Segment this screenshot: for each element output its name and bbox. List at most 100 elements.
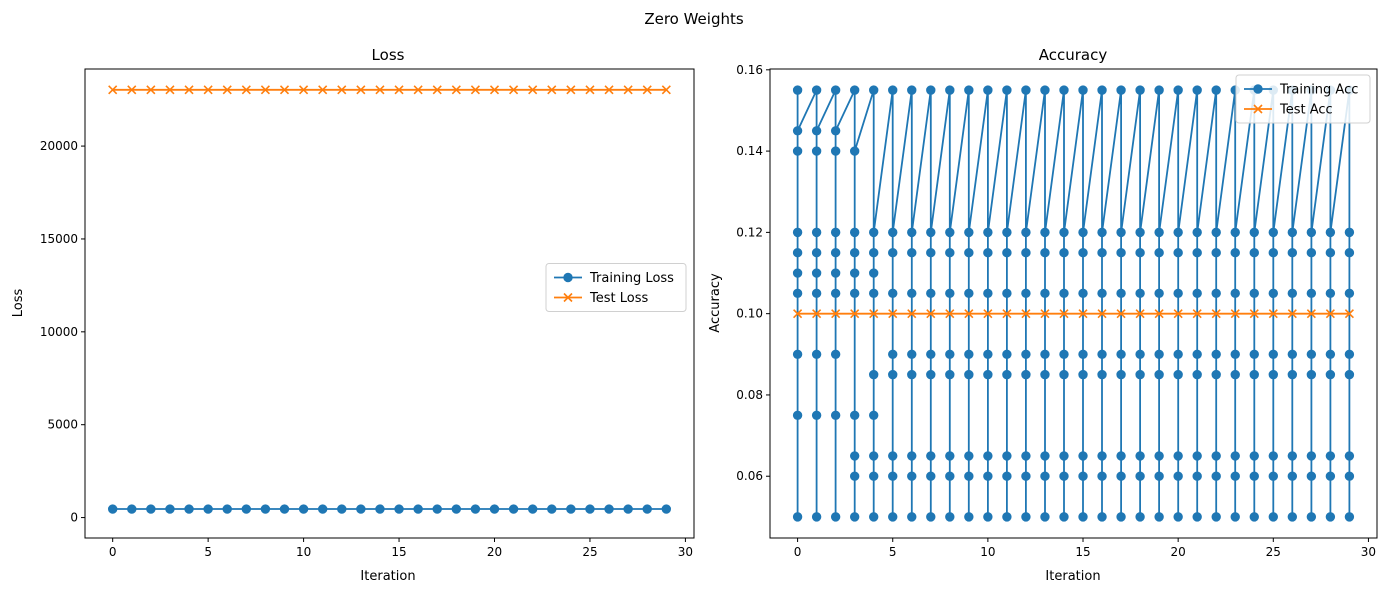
accuracy-data-point [1097,512,1107,522]
accuracy-data-point [1325,349,1336,360]
accuracy-data-point [811,512,822,522]
accuracy-data-point [1287,349,1298,360]
accuracy-data-point [1002,369,1012,380]
accuracy-data-point [926,369,936,380]
accuracy-data-point [1192,349,1202,360]
accuracy-data-point [1002,227,1012,238]
accuracy-data-point [811,126,822,136]
accuracy-data-point [1116,85,1126,95]
loss-chart: 0 5 10 15 20 25 30 0 5000 10000 15000 20000 Training… [11,46,695,584]
accuracy-data-point [1116,471,1126,481]
accuracy-data-point [1097,247,1107,258]
accuracy-data-point [888,471,898,481]
accuracy-data-point [983,288,993,299]
accuracy-data-point [849,146,860,156]
accuracy-data-point [1078,369,1088,380]
accuracy-data-point [811,349,822,360]
loss-data-point [298,504,309,514]
accuracy-data-point [1230,369,1240,380]
loss-data-point [623,85,633,95]
loss-data-point [623,504,633,514]
loss-legend-box [545,263,687,312]
accuracy-data-point [1344,309,1354,319]
accuracy-data-point [1306,369,1317,380]
accuracy-data-point [1059,451,1069,461]
accuracy-data-point [1173,451,1183,461]
accuracy-data-point [945,349,955,360]
accuracy-data-point [849,451,860,461]
accuracy-data-point [792,227,803,238]
accuracy-data-point [907,288,917,299]
loss-data-point [547,504,557,514]
loss-data-point [184,504,194,514]
loss-series-test [108,85,671,95]
loss-data-point [489,504,500,514]
accuracy-data-point [1287,471,1298,481]
accuracy-data-point [1135,309,1145,319]
accuracy-data-point [964,451,974,461]
accuracy-data-point [792,85,803,95]
accuracy-data-point [869,369,879,380]
accuracy-data-point [926,247,936,258]
accuracy-data-point [811,410,822,420]
accuracy-data-point [1344,227,1355,238]
accuracy-data-point [792,268,803,278]
accuracy-series-training [792,85,1355,522]
accuracy-data-point [964,227,974,238]
accuracy-data-point [811,146,822,156]
accuracy-data-point [964,309,974,319]
accuracy-data-point [849,85,860,95]
accuracy-data-point [1078,349,1088,360]
accuracy-data-point [1173,369,1183,380]
accuracy-data-point [1097,349,1107,360]
accuracy-data-point [888,349,898,360]
accuracy-data-point [1211,369,1221,380]
accuracy-data-point [1154,247,1164,258]
accuracy-data-point [1040,451,1050,461]
accuracy-data-point [907,85,917,95]
loss-legend-marker [563,292,573,303]
accuracy-data-point [907,227,917,238]
accuracy-data-point [1268,349,1278,360]
accuracy-data-point [1192,451,1202,461]
accuracy-data-point [1097,471,1107,481]
accuracy-data-point [1059,288,1069,299]
loss-data-point [318,85,328,95]
accuracy-data-point [945,227,955,238]
accuracy-data-point [1268,227,1278,238]
loss-legend-label: Training Loss [589,271,674,286]
accuracy-x-axis-label: Iteration [1045,569,1100,584]
accuracy-data-point [830,85,841,95]
accuracy-data-point [849,227,860,238]
accuracy-data-point [1154,227,1164,238]
loss-y-tick-label: 10000 [40,325,78,339]
accuracy-data-point [1059,247,1069,258]
loss-data-point [508,504,519,514]
accuracy-data-point [1306,512,1317,522]
loss-data-point [489,85,500,95]
accuracy-data-point [1192,369,1202,380]
accuracy-data-point [1116,227,1126,238]
accuracy-data-point [945,512,955,522]
loss-legend-label: Test Loss [589,291,648,306]
accuracy-data-point [792,512,803,522]
loss-data-point [260,504,271,514]
loss-data-point [299,85,309,95]
accuracy-data-point [1230,471,1240,481]
accuracy-data-point [1173,309,1183,319]
loss-y-tick-label: 0 [70,511,78,525]
accuracy-data-point [1173,512,1183,522]
accuracy-data-point [1325,451,1336,461]
loss-data-point [604,504,614,514]
loss-x-tick-label: 30 [678,545,693,559]
accuracy-data-point [926,451,936,461]
accuracy-data-point [1097,369,1107,380]
accuracy-data-point [945,369,955,380]
accuracy-data-point [811,85,822,95]
accuracy-data-point [811,247,822,258]
accuracy-data-point [1230,309,1240,319]
accuracy-data-point [1116,369,1126,380]
accuracy-data-point [1192,512,1202,522]
accuracy-data-point [1040,471,1050,481]
